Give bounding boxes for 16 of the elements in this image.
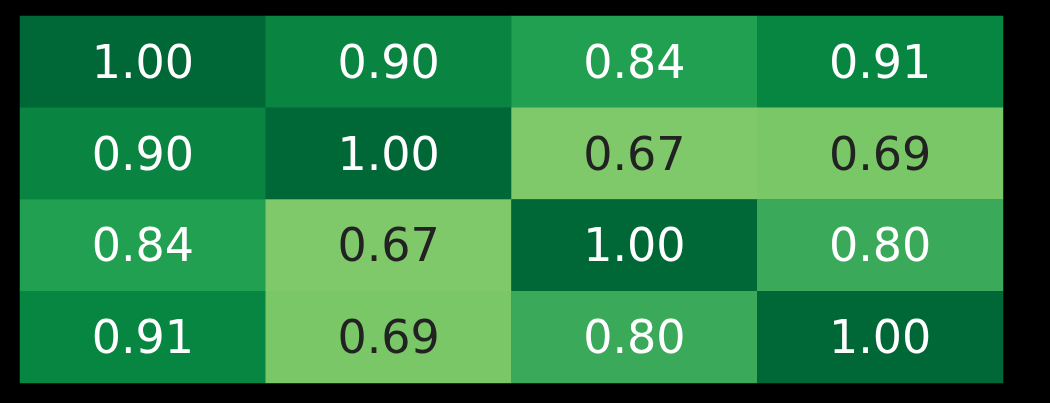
data-label: 0.67 (337, 218, 440, 273)
data-label: 0.91 (91, 310, 195, 365)
data-label: 0.80 (583, 310, 686, 365)
data-label: 1.00 (337, 126, 440, 181)
data-label: 0.69 (337, 310, 440, 365)
data-label: 0.80 (828, 218, 932, 273)
data-label: 0.90 (337, 34, 440, 89)
data-label: 0.84 (583, 34, 686, 89)
data-label: 1.00 (583, 218, 686, 273)
data-label: 0.90 (91, 126, 195, 181)
data-label: 1.00 (828, 310, 932, 365)
data-label: 0.69 (828, 126, 932, 181)
data-label: 0.84 (91, 218, 195, 273)
data-label: 1.00 (91, 34, 195, 89)
data-label: 0.91 (828, 34, 932, 89)
data-label: 0.67 (583, 126, 686, 181)
